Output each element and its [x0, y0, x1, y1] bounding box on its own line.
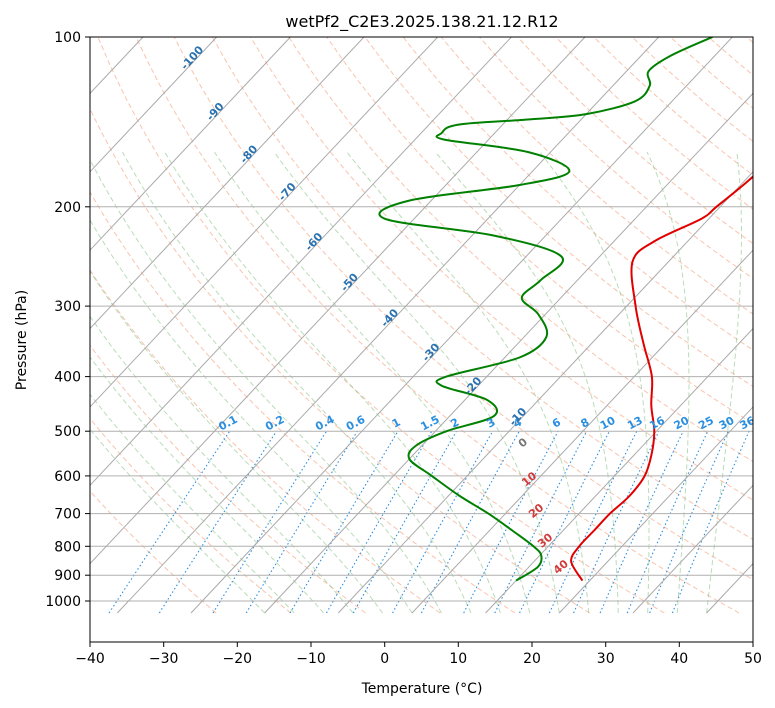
dry-adiabat	[90, 344, 366, 614]
isotherm	[90, 37, 439, 408]
isotherm	[632, 484, 753, 614]
x-tick-label: 0	[380, 651, 389, 667]
dry-adiabat	[364, 37, 753, 388]
mixing-ratio-label: 36	[738, 414, 758, 433]
isotherm	[90, 37, 512, 487]
dry-adiabat	[479, 37, 753, 280]
mixing-ratio-label: 16	[647, 414, 667, 433]
mixing-ratio-line	[108, 430, 231, 614]
y-tick-label: 600	[54, 469, 81, 485]
isotherm	[190, 37, 733, 614]
mixing-ratio-label: 10	[598, 414, 618, 433]
dewpoint-profile	[378, 37, 713, 582]
x-tick-label: 10	[449, 651, 467, 667]
y-axis-ticks: 100 200 300 400 500 600 700 800 900 1000	[45, 30, 90, 610]
mixing-ratio-label: 20	[672, 414, 692, 433]
x-tick-label: 20	[523, 651, 541, 667]
isotherm	[90, 37, 586, 565]
mixing-ratio-label: 30	[717, 414, 737, 433]
mixing-ratio-line	[519, 430, 610, 614]
y-tick-label: 300	[54, 299, 81, 315]
isotherm	[90, 37, 365, 330]
pressure-grid	[90, 37, 753, 602]
y-tick-label: 800	[54, 539, 81, 555]
y-tick-label: 500	[54, 424, 81, 440]
moist-adiabat	[90, 270, 383, 614]
x-tick-label: 40	[670, 651, 688, 667]
dry-adiabat	[135, 37, 740, 614]
mixing-ratio-line	[573, 430, 660, 614]
mixing-ratio-line	[392, 430, 494, 614]
plot-area: 0.1 0.2 0.4 0.6 1 1.5 2 3 4 6 8 10 13 16 20 25 30 36-100-…	[90, 37, 758, 614]
x-tick-label: −30	[149, 651, 179, 667]
dry-adiabat	[90, 417, 292, 614]
x-axis-ticks: −40 −30 −20 −10 0 10 20 30 40 50	[75, 642, 762, 667]
moist-adiabat	[273, 151, 560, 614]
y-tick-label: 200	[54, 200, 81, 216]
isotherm	[116, 37, 660, 614]
dry-adiabat	[288, 37, 753, 463]
plot-background	[90, 37, 753, 642]
x-tick-label: −40	[75, 651, 105, 667]
mixing-ratio-label: 13	[625, 414, 645, 433]
y-tick-label: 400	[54, 370, 81, 386]
profile-curves	[378, 37, 753, 582]
mixing-ratio-line	[463, 430, 559, 614]
dry-adiabat	[173, 37, 753, 581]
x-tick-label: 50	[744, 651, 762, 667]
y-tick-label: 100	[54, 30, 81, 46]
x-tick-label: −10	[296, 651, 326, 667]
x-tick-label: −20	[223, 651, 253, 667]
mixing-ratio-line	[626, 430, 709, 614]
isotherm	[264, 92, 753, 614]
x-axis-label: Temperature (°C)	[361, 681, 483, 697]
isotherms	[90, 37, 753, 614]
isotherm	[90, 37, 291, 251]
x-tick-label: 30	[597, 651, 615, 667]
dry-adiabat	[402, 37, 753, 351]
isotherm	[90, 37, 218, 173]
mixing-ratio-line	[245, 430, 358, 614]
mixing-ratio-label: 25	[696, 414, 716, 433]
mixing-ratio-line	[212, 430, 327, 614]
isotherm	[337, 171, 753, 614]
y-tick-label: 1000	[45, 594, 81, 610]
plot-frame	[89, 36, 754, 643]
temperature-profile	[570, 175, 753, 582]
y-tick-label: 700	[54, 507, 81, 523]
mixing-ratio-line	[599, 430, 684, 614]
y-axis-label: Pressure (hPa)	[14, 290, 30, 390]
isotherm	[411, 249, 753, 614]
mixing-ratio-line	[352, 430, 457, 614]
chart-title: wetPf2_C2E3.2025.138.21.12.R12	[285, 12, 558, 32]
isotherm	[485, 327, 753, 614]
moist-adiabat	[346, 151, 590, 614]
mixing-ratio-line	[158, 430, 277, 614]
mixing-ratio-line	[548, 430, 638, 614]
moist-adiabat	[646, 151, 690, 614]
dry-adiabat	[97, 37, 665, 614]
isotherm	[558, 406, 753, 614]
dry-adiabat	[90, 490, 217, 614]
mixing-ratio-line	[649, 430, 729, 614]
y-tick-label: 900	[54, 568, 81, 584]
mixing-ratio-line	[494, 430, 588, 614]
moist-adiabat	[706, 152, 742, 614]
mixing-ratio-lines	[108, 430, 750, 614]
moist-adiabat	[214, 151, 531, 614]
